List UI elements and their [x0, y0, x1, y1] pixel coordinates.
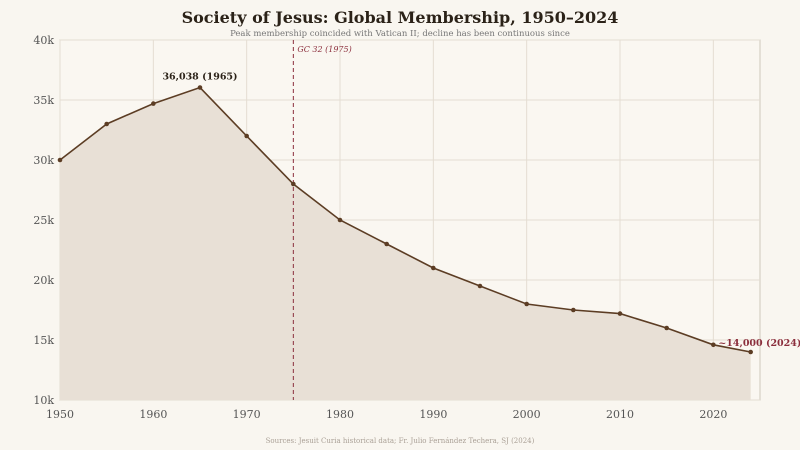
data-point	[384, 241, 389, 247]
x-tick-label: 1980	[326, 408, 354, 421]
data-point	[748, 349, 753, 355]
data-point	[477, 283, 483, 289]
data-point	[104, 121, 109, 127]
marks: GC 32 (1975) 36,038 (1965) ~14,000 (2024)	[57, 40, 800, 400]
y-tick-label: 25k	[33, 214, 54, 227]
data-point	[617, 311, 623, 316]
data-point	[57, 157, 63, 163]
x-tick-label: 1970	[233, 408, 261, 421]
data-point	[197, 85, 203, 90]
data-point	[431, 265, 436, 271]
chart-title: Society of Jesus: Global Membership, 195…	[182, 8, 619, 27]
x-tick-label: 1990	[419, 408, 447, 421]
chart-subtitle: Peak membership coincided with Vatican I…	[230, 29, 570, 39]
y-tick-label: 15k	[33, 334, 54, 347]
data-point	[337, 217, 343, 223]
gc32-label: GC 32 (1975)	[297, 45, 351, 54]
data-point	[664, 325, 669, 331]
y-tick-label: 35k	[33, 94, 54, 107]
data-point	[291, 181, 296, 187]
x-tick-label: 2010	[606, 408, 634, 421]
x-tick-label: 2020	[699, 408, 727, 421]
x-tick-label: 2000	[513, 408, 541, 421]
data-point	[571, 307, 576, 313]
x-tick-label: 1950	[46, 408, 74, 421]
membership-line	[59, 86, 751, 353]
data-point	[151, 101, 156, 106]
y-tick-label: 20k	[33, 274, 54, 287]
x-tick-label: 1960	[139, 408, 167, 421]
source-note: Sources: Jesuit Curia historical data; F…	[266, 437, 535, 445]
area-fill	[60, 87, 751, 400]
data-point	[524, 301, 529, 307]
y-tick-label: 10k	[33, 394, 54, 407]
data-point	[711, 342, 716, 348]
y-tick-label: 30k	[33, 154, 54, 167]
y-tick-label: 40k	[33, 34, 54, 47]
data-point	[244, 133, 249, 139]
latest-label: ~14,000 (2024)	[718, 338, 800, 349]
peak-label: 36,038 (1965)	[162, 72, 237, 83]
